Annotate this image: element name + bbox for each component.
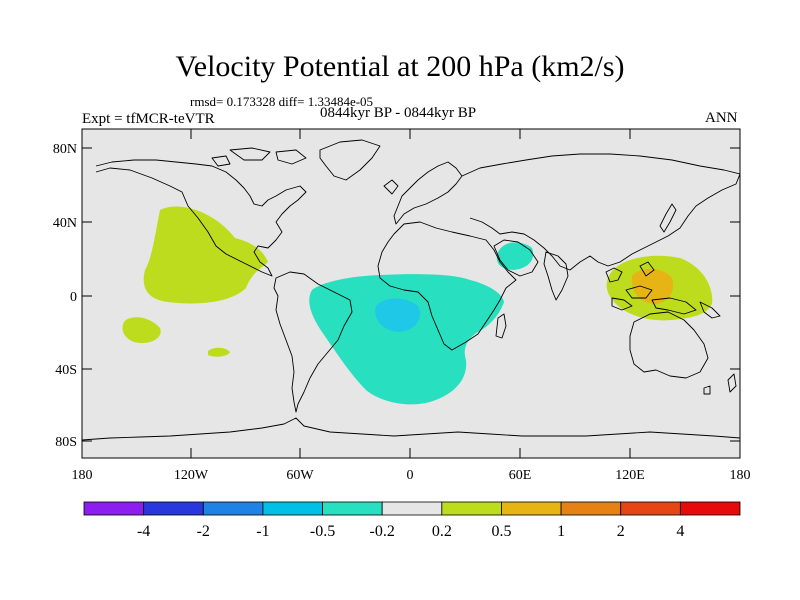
colorbar-label: -0.5 [310,523,335,540]
positive-region-small-2 [208,347,230,357]
coastline-maritime-continent [605,261,721,319]
lat-tick-label: 80S [55,435,77,450]
colorbar-label: 0.5 [491,523,511,540]
coastline-madagascar [495,313,507,339]
colorbar-label: 0.2 [432,523,452,540]
coastline-arctic-islands [211,147,307,167]
lon-tick-label: 60W [286,468,314,483]
lat-tick-label: 40S [55,363,77,378]
positive-region-small-1 [122,317,161,344]
coastline-asia [461,153,740,271]
colorbar-label: -4 [137,523,150,540]
coastline-australia [629,311,711,395]
lat-tick-label: 0 [70,290,77,305]
positive-region-core [631,268,674,304]
lat-tick-label: 40N [53,216,77,231]
positive-region-north-pacific [143,206,268,304]
colorbar-label: -0.2 [370,523,395,540]
colorbar-swatch [679,501,741,516]
negative-region-arabia [496,242,534,270]
lon-tick-label: 60E [509,468,532,483]
experiment-label: Expt = tfMCR-teVTR [82,111,215,127]
colorbar-label: 2 [617,523,625,540]
lon-tick-label: 180 [72,468,93,483]
colorbar-swatch [381,501,443,516]
lat-tick-label: 80N [53,142,77,157]
coastline-greenland [319,139,381,181]
coastline-japan [659,203,677,233]
lon-tick-label: 120E [615,468,645,483]
negative-region-south-atlantic [309,274,504,405]
map-frame [81,128,741,459]
colorbar-label: 4 [676,523,684,540]
negative-region-core [375,298,420,332]
coastline-antarctica [82,417,740,441]
colorbar-swatch [560,501,622,516]
lon-tick-label: 0 [407,468,414,483]
stats-line: rmsd= 0.173328 diff= 1.33484e-05 [190,94,374,109]
colorbar-label: 1 [557,523,565,540]
colorbar-swatch [143,501,204,516]
coastline-india-arabia [493,239,569,301]
coastline-new-zealand [727,373,737,393]
lon-tick-label: 120W [174,468,209,483]
colorbar-swatch [322,501,383,516]
period-label: 0844kyr BP - 0844kyr BP [320,105,477,121]
colorbar-label: -1 [256,523,269,540]
colorbar-swatch [620,501,681,516]
colorbar-swatch [202,501,264,516]
lon-tick-label: 180 [730,468,751,483]
colorbar-swatch [262,501,323,516]
colorbar-swatch [83,501,145,516]
colorbar-label: -2 [197,523,210,540]
season-label: ANN [705,110,738,126]
coastline-africa-eurasia [377,221,517,351]
coastline-europe [383,161,463,225]
colorbar-swatch [501,501,562,516]
map-title: Velocity Potential at 200 hPa (km2/s) [175,50,625,83]
colorbar [83,501,741,516]
coastline-south-america [273,271,353,413]
coastline-north-america [95,159,307,277]
colorbar-swatch [441,501,502,516]
